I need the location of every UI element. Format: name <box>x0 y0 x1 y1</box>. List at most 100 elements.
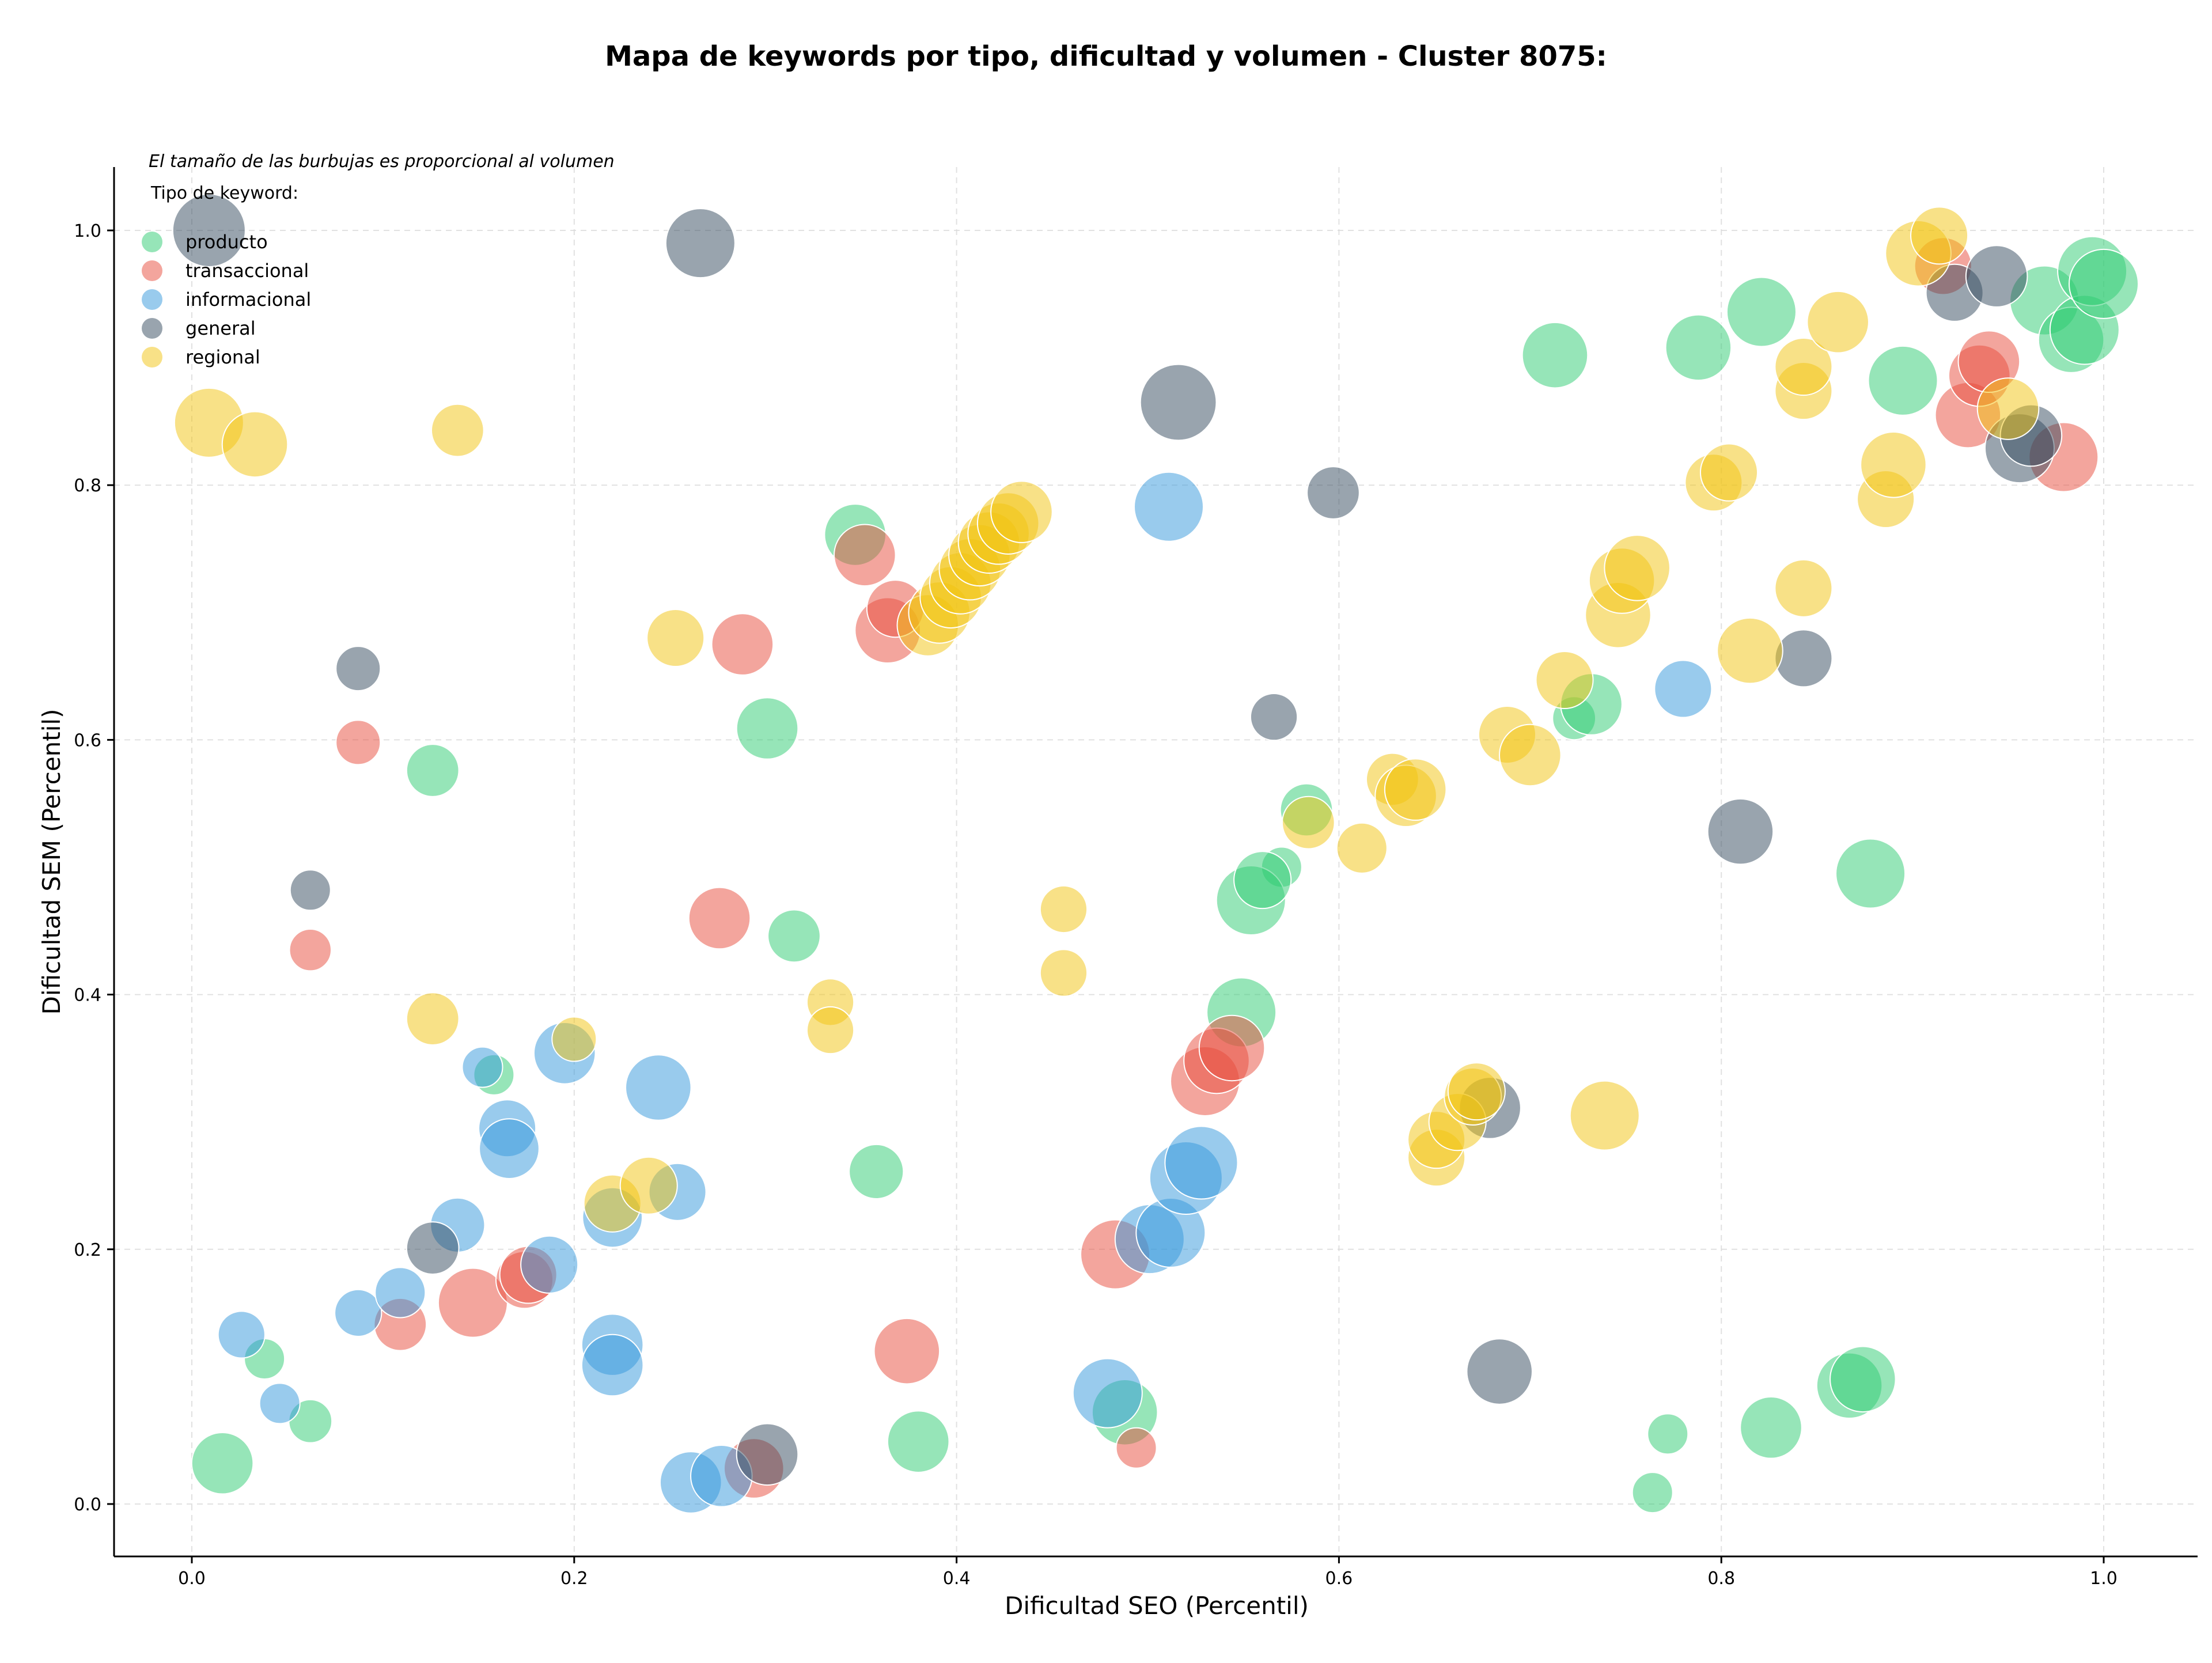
bubble-regional <box>619 1156 678 1215</box>
legend-marker-informacional <box>142 289 162 310</box>
bubble-regional <box>430 403 484 457</box>
bubble-regional <box>1976 377 2040 440</box>
bubble-regional <box>1860 431 1927 498</box>
bubble-informacional <box>1654 660 1713 718</box>
bubble-informacional <box>1072 1358 1143 1429</box>
bubble-producto <box>1665 314 1732 381</box>
bubble-transaccional <box>688 887 751 950</box>
bubble-producto <box>1631 1472 1673 1514</box>
bubble-producto <box>1521 321 1589 389</box>
legend-title: Tipo de keyword: <box>150 183 298 203</box>
x-tick-label: 0.0 <box>178 1569 206 1589</box>
bubble-layer <box>172 193 2139 1514</box>
y-tick-label: 0.8 <box>74 476 101 496</box>
legend-label-producto: producto <box>185 231 268 253</box>
bubble-regional <box>1569 1080 1640 1151</box>
legend-marker-producto <box>142 232 162 252</box>
bubble-regional <box>806 1006 855 1055</box>
bubble-general <box>1139 363 1217 441</box>
bubble-regional <box>1717 617 1783 684</box>
bubble-producto <box>1726 276 1797 347</box>
y-tick-label: 0.6 <box>74 730 101 751</box>
bubble-transaccional <box>873 1317 941 1385</box>
legend-marker-general <box>142 318 162 339</box>
bubble-regional <box>1910 206 1969 265</box>
bubble-regional <box>646 608 705 668</box>
x-tick-label: 0.4 <box>943 1569 971 1589</box>
bubble-informacional <box>1134 471 1205 542</box>
bubble-producto <box>1830 1346 1896 1413</box>
bubble-regional <box>1806 290 1869 354</box>
bubble-informacional <box>1164 1126 1238 1200</box>
bubble-regional <box>1699 443 1759 502</box>
bubble-producto <box>736 697 799 760</box>
bubble-regional <box>1774 338 1833 396</box>
bubble-producto <box>1647 1413 1689 1455</box>
bubble-size-note: El tamaño de las burbujas es proporciona… <box>149 151 615 172</box>
bubble-regional <box>1447 1062 1506 1121</box>
bubble-transaccional <box>289 928 332 972</box>
y-tick-label: 0.2 <box>74 1240 101 1260</box>
bubble-general <box>1965 245 2028 308</box>
bubble-general <box>1707 798 1774 865</box>
bubble-regional <box>1384 758 1447 821</box>
y-tick-label: 0.4 <box>74 986 101 1006</box>
bubble-producto <box>1868 345 1938 416</box>
bubble-producto <box>887 1410 950 1473</box>
bubble-producto <box>191 1431 254 1495</box>
x-tick-label: 0.8 <box>1707 1569 1735 1589</box>
bubble-producto <box>849 1143 904 1200</box>
y-tick-label: 1.0 <box>74 221 101 241</box>
y-tick-label: 0.0 <box>74 1495 101 1515</box>
bubble-general <box>1774 629 1833 688</box>
bubble-regional <box>1535 650 1594 710</box>
bubble-general <box>736 1423 799 1486</box>
bubble-transaccional <box>335 719 381 766</box>
legend-label-general: general <box>185 317 256 339</box>
legend-label-regional: regional <box>185 346 260 368</box>
bubble-general <box>335 646 381 692</box>
bubble-informacional <box>217 1310 266 1359</box>
legend-label-informacional: informacional <box>185 289 311 310</box>
legend-label-transaccional: transaccional <box>185 260 309 282</box>
bubble-informacional <box>479 1118 540 1179</box>
bubble-regional <box>221 411 289 478</box>
bubble-producto <box>1835 838 1906 909</box>
bubble-regional <box>1604 535 1671 601</box>
bubble-general <box>406 1221 460 1275</box>
bubble-regional <box>1774 559 1833 618</box>
bubble-producto <box>767 909 821 963</box>
bubble-general <box>289 869 331 911</box>
legend-marker-regional <box>142 347 162 368</box>
bubble-informacional <box>520 1235 579 1294</box>
bubble-informacional <box>461 1046 503 1088</box>
bubble-regional <box>1336 822 1388 874</box>
y-axis-label: Dificultad SEM (Percentil) <box>37 709 66 1015</box>
x-tick-label: 0.2 <box>560 1569 588 1589</box>
x-axis-label: Dificultad SEO (Percentil) <box>1005 1592 1309 1620</box>
bubble-informacional <box>259 1382 301 1425</box>
bubble-regional <box>551 1016 597 1062</box>
bubble-general <box>172 193 246 268</box>
bubble-general <box>1249 692 1298 741</box>
legend: producto transaccional informacional genera… <box>142 231 311 368</box>
bubble-regional <box>406 992 460 1045</box>
bubble-informacional <box>334 1289 382 1337</box>
bubble-general <box>1466 1338 1533 1405</box>
bubble-regional <box>990 480 1053 543</box>
bubble-regional <box>1039 885 1088 934</box>
x-tick-label: 1.0 <box>2090 1569 2118 1589</box>
bubble-transaccional <box>1198 1014 1266 1082</box>
bubble-transaccional <box>833 524 896 587</box>
bubble-informacional <box>374 1267 426 1319</box>
axis-layer: 0.0 0.2 0.4 0.6 0.8 1.0 0.0 0.2 0.4 0.6 0.8 1.0 <box>74 167 2198 1589</box>
legend-marker-transaccional <box>142 260 162 281</box>
chart-title: Mapa de keywords por tipo, dificultad y … <box>605 40 1607 73</box>
bubble-regional <box>1281 795 1335 850</box>
bubble-informacional <box>581 1334 644 1397</box>
bubble-producto <box>2069 248 2139 319</box>
bubble-regional <box>1498 723 1562 787</box>
bubble-transaccional <box>711 613 774 676</box>
